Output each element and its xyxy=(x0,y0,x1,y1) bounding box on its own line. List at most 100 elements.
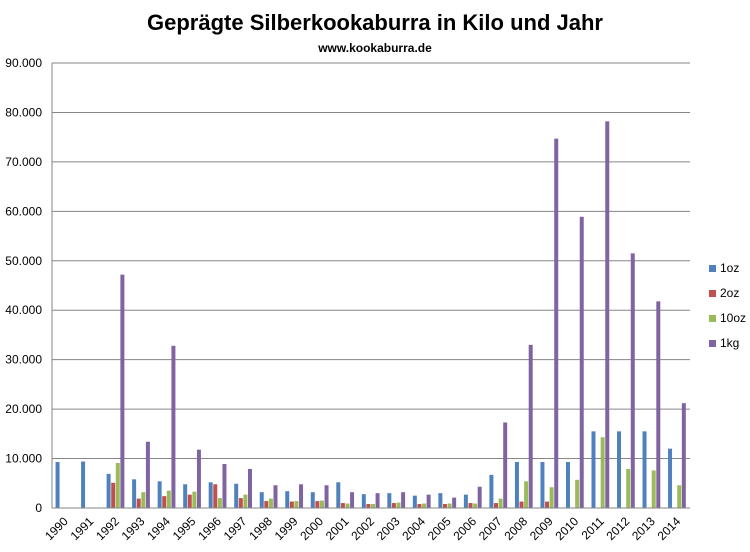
x-tick-label: 2012 xyxy=(604,514,633,543)
bar-2oz-1997 xyxy=(238,498,243,508)
bar-1oz-2007 xyxy=(489,474,494,508)
bar-10oz-2005 xyxy=(447,503,452,508)
bar-10oz-2009 xyxy=(549,487,554,508)
bar-2oz-2004 xyxy=(417,504,422,508)
bar-10oz-2004 xyxy=(422,503,427,508)
bar-2oz-1999 xyxy=(289,501,294,508)
bar-1oz-2004 xyxy=(412,495,417,508)
x-tick-label: 2010 xyxy=(552,514,581,543)
legend-swatch-1kg xyxy=(709,340,716,347)
legend-label-10oz: 10oz xyxy=(720,311,746,325)
bar-10oz-2014 xyxy=(677,485,682,508)
x-tick-label: 1990 xyxy=(42,514,71,543)
bar-10oz-2010 xyxy=(575,479,580,508)
bar-1kg-2006 xyxy=(477,486,482,508)
y-tick-label: 20.000 xyxy=(5,402,42,416)
bar-1oz-1991 xyxy=(81,461,86,508)
bar-1kg-2012 xyxy=(630,253,635,508)
x-tick-label: 2013 xyxy=(629,514,658,543)
bar-10oz-2012 xyxy=(626,468,631,508)
bar-1oz-2000 xyxy=(310,492,315,508)
bar-2oz-1994 xyxy=(162,496,167,508)
bar-10oz-2013 xyxy=(651,470,656,508)
x-tick-label: 1997 xyxy=(221,514,250,543)
legend-label-1oz: 1oz xyxy=(720,261,739,275)
x-tick-label: 2006 xyxy=(450,514,479,543)
bar-2oz-2002 xyxy=(366,504,371,508)
bar-1kg-2001 xyxy=(350,492,355,508)
x-tick-label: 2002 xyxy=(348,514,377,543)
bar-1oz-2008 xyxy=(514,462,519,508)
bar-10oz-2000 xyxy=(319,500,324,508)
bar-1kg-2007 xyxy=(503,422,508,508)
bar-10oz-2003 xyxy=(396,502,401,508)
bar-1kg-2008 xyxy=(528,344,533,508)
y-tick-label: 10.000 xyxy=(5,452,42,466)
x-tick-label: 1992 xyxy=(93,514,122,543)
legend: 1oz 2oz 10oz 1kg xyxy=(709,261,746,350)
bar-1oz-2001 xyxy=(336,482,341,508)
bar-1kg-1997 xyxy=(247,468,252,508)
legend-label-2oz: 2oz xyxy=(720,286,739,300)
legend-swatch-1oz xyxy=(709,265,716,272)
bar-1kg-1994 xyxy=(171,345,176,508)
y-tick-label: 80.000 xyxy=(5,105,42,119)
bar-1kg-2005 xyxy=(452,497,457,508)
x-tick-label: 1996 xyxy=(195,514,224,543)
bar-1kg-2013 xyxy=(656,301,661,508)
bar-1oz-1990 xyxy=(55,462,60,508)
y-tick-label: 70.000 xyxy=(5,155,42,169)
bar-1oz-1992 xyxy=(106,473,111,508)
legend-swatch-10oz xyxy=(709,315,716,322)
legend-label-1kg: 1kg xyxy=(720,336,739,350)
x-tick-labels: 1990199119921993199419951996199719981999… xyxy=(42,514,683,543)
bar-1kg-1995 xyxy=(196,449,201,508)
y-tick-label: 50.000 xyxy=(5,254,42,268)
bar-1oz-1995 xyxy=(183,484,188,508)
x-tick-label: 2011 xyxy=(579,514,607,542)
bar-1oz-2013 xyxy=(642,431,647,508)
bar-1kg-2014 xyxy=(681,403,686,508)
bar-1oz-1997 xyxy=(234,483,239,508)
bar-2oz-2005 xyxy=(442,504,447,508)
x-tick-label: 2008 xyxy=(501,514,530,543)
gridlines xyxy=(52,62,690,460)
x-tick-label: 2001 xyxy=(323,514,352,543)
bar-2oz-2003 xyxy=(391,503,396,508)
bar-1kg-1999 xyxy=(299,484,304,508)
bar-10oz-1992 xyxy=(115,463,120,508)
bar-10oz-1994 xyxy=(166,490,171,508)
bar-2oz-1996 xyxy=(213,484,218,508)
y-tick-label: 60.000 xyxy=(5,204,42,218)
y-tick-labels: 0 10.000 20.000 30.000 40.000 50.000 60.000 70.… xyxy=(5,56,42,515)
x-tick-label: 2007 xyxy=(476,514,505,543)
bar-1kg-1993 xyxy=(145,441,150,508)
bar-10oz-2006 xyxy=(473,503,478,508)
bar-2oz-2008 xyxy=(519,501,524,508)
bar-1oz-2009 xyxy=(540,462,545,508)
bar-2oz-1995 xyxy=(187,494,192,508)
chart-title: Geprägte Silberkookaburra in Kilo und Ja… xyxy=(147,10,603,35)
y-tick-label: 0 xyxy=(35,501,42,515)
bar-10oz-1993 xyxy=(141,492,146,508)
y-tick-label: 90.000 xyxy=(5,56,42,70)
bar-1oz-1998 xyxy=(259,492,264,508)
x-tick-label: 1995 xyxy=(170,514,199,543)
x-tick-label: 1993 xyxy=(119,514,148,543)
bar-1kg-2004 xyxy=(426,494,431,508)
bar-1kg-1996 xyxy=(222,463,227,508)
bar-10oz-1998 xyxy=(268,498,273,508)
bar-10oz-1995 xyxy=(192,491,197,508)
x-tick-label: 1991 xyxy=(68,514,97,543)
bar-1kg-1998 xyxy=(273,485,278,508)
bar-1kg-2009 xyxy=(554,138,559,508)
chart-subtitle: www.kookaburra.de xyxy=(318,41,432,55)
x-tick-label: 1994 xyxy=(144,514,173,543)
bar-1oz-2010 xyxy=(565,462,570,508)
bar-2oz-2000 xyxy=(315,501,320,508)
bar-1oz-2002 xyxy=(361,494,366,508)
bar-10oz-1999 xyxy=(294,501,299,508)
bar-1kg-2002 xyxy=(375,493,380,508)
x-tick-label: 2004 xyxy=(399,514,428,543)
bar-10oz-1996 xyxy=(217,498,222,508)
